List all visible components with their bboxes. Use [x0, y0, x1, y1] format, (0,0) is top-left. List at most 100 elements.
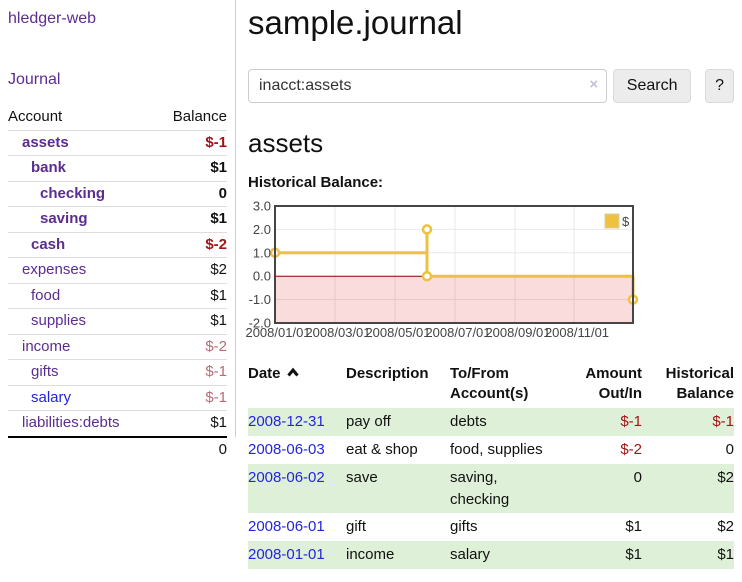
sidebar-account-bank[interactable]: bank — [31, 159, 67, 176]
transaction-description: income — [346, 546, 395, 564]
account-balance: $1 — [158, 282, 227, 309]
y-tick-label: 3.0 — [253, 199, 271, 214]
account-heading: assets — [248, 128, 324, 159]
search-button[interactable]: Search — [613, 69, 692, 104]
plot-border — [274, 205, 634, 325]
x-tick-label: 2008/11/01 — [545, 325, 609, 340]
sidebar-account-gifts[interactable]: gifts — [31, 363, 59, 380]
register-row: 2008-01-01 income salary $1 $1 — [248, 541, 734, 569]
legend-swatch-icon — [604, 213, 620, 229]
transaction-amount: $1 — [625, 518, 642, 536]
account-balance: $1 — [158, 410, 227, 437]
sidebar-account-food[interactable]: food — [31, 286, 61, 304]
transaction-balance: $2 — [717, 468, 734, 486]
transaction-balance: $-1 — [712, 413, 734, 431]
account-balance: $1 — [158, 206, 227, 232]
x-tick-label: 2008/09/01 — [485, 325, 550, 340]
register-row: 2008-12-31 pay off debts $-1 $-1 — [248, 408, 734, 437]
table-row: liabilities:debts $1 — [8, 410, 227, 437]
y-tick-label: -2.0 — [249, 316, 271, 331]
table-row: gifts $-1 — [8, 359, 227, 385]
x-tick-label: 2008/05/01 — [365, 325, 430, 340]
transaction-description: eat & shop — [346, 441, 418, 459]
transaction-amount: $-2 — [620, 441, 642, 459]
table-row: saving $1 — [8, 206, 227, 232]
y-tick-label: 0.0 — [253, 269, 271, 284]
transaction-description: gift — [346, 518, 367, 536]
app-title-link[interactable]: hledger-web — [8, 10, 97, 27]
register-header-accounts: To/From Account(s) — [450, 365, 529, 402]
account-balance: $1 — [158, 155, 227, 181]
account-balance: $-1 — [158, 384, 227, 411]
transaction-description: pay off — [346, 413, 391, 431]
sidebar-account-checking[interactable]: checking — [40, 184, 106, 202]
transaction-balance: 0 — [725, 441, 734, 459]
transaction-amount: $-1 — [620, 413, 642, 431]
transaction-date-link[interactable]: 2008-01-01 — [248, 546, 325, 564]
sidebar-account-assets[interactable]: assets — [22, 133, 69, 151]
register-row: 2008-06-01 gift gifts $1 $2 — [248, 513, 734, 541]
help-button[interactable]: ? — [705, 69, 734, 104]
sidebar-account-salary[interactable]: salary — [31, 388, 72, 406]
account-balance: $1 — [158, 308, 227, 334]
negative-region — [275, 276, 633, 324]
page-title: sample.journal — [248, 4, 463, 41]
transaction-amount: 0 — [633, 468, 642, 486]
transaction-balance: $2 — [717, 518, 734, 536]
y-tick-label: 1.0 — [253, 246, 271, 261]
x-tick-label: 2008/01/01 — [245, 325, 310, 340]
gridlines — [275, 206, 633, 324]
register-table: Date Description To/From Account(s) Amou… — [248, 362, 734, 569]
transaction-accounts: salary — [450, 546, 491, 564]
account-column-header: Account — [8, 108, 63, 125]
transaction-date-link[interactable]: 2008-12-31 — [248, 413, 325, 431]
transaction-accounts: gifts — [450, 518, 478, 536]
account-balance: 0 — [158, 180, 227, 207]
table-row: assets $-1 — [8, 129, 227, 156]
account-balance: $-1 — [158, 129, 227, 156]
table-row: checking 0 — [8, 180, 227, 207]
table-row: supplies $1 — [8, 308, 227, 334]
data-point — [421, 271, 433, 282]
transaction-accounts: debts — [450, 413, 487, 431]
total-balance: 0 — [158, 435, 227, 462]
sort-ascending-icon — [286, 368, 299, 377]
table-row: cash $-2 — [8, 231, 227, 258]
table-row: expenses $2 — [8, 257, 227, 283]
sidebar-account-income[interactable]: income — [22, 337, 71, 355]
transaction-date-link[interactable]: 2008-06-03 — [248, 441, 325, 459]
sidebar-account-cash[interactable]: cash — [31, 235, 66, 253]
sidebar-item-journal[interactable]: Journal — [8, 71, 61, 88]
clear-search-icon[interactable]: × — [589, 76, 599, 94]
search-input[interactable] — [248, 69, 608, 104]
sidebar-account-liabilities-debts[interactable]: liabilities:debts — [22, 414, 120, 431]
x-tick-label: 2008/07/01 — [425, 325, 490, 340]
transaction-date-link[interactable]: 2008-06-02 — [248, 468, 325, 486]
account-balance-table: Account Balance assets $-1 bank $1 check… — [8, 105, 227, 462]
transaction-accounts: saving, checking — [450, 468, 510, 508]
transaction-balance: $1 — [717, 546, 734, 564]
sidebar-account-supplies[interactable]: supplies — [31, 312, 87, 329]
transaction-accounts: food, supplies — [450, 441, 543, 459]
register-header-amount: Amount Out/In — [585, 365, 642, 402]
account-balance: $-1 — [158, 359, 227, 385]
register-header-balance: Historical Balance — [665, 365, 734, 402]
x-tick-label: 2008/03/01 — [305, 325, 370, 340]
sidebar-account-saving[interactable]: saving — [40, 210, 88, 227]
table-row: bank $1 — [8, 155, 227, 181]
data-point — [421, 224, 433, 236]
table-row: salary $-1 — [8, 384, 227, 411]
historical-balance-chart: $ 3.0 2.0 1.0 0.0 -1.0 -2.0 2008/01/01 2… — [245, 199, 639, 340]
table-row: food $1 — [8, 282, 227, 309]
legend-label: $ — [622, 214, 630, 229]
search-form: × Search ? — [248, 69, 734, 104]
sidebar-account-expenses[interactable]: expenses — [22, 261, 87, 278]
y-tick-label: -1.0 — [249, 293, 271, 308]
transaction-date-link[interactable]: 2008-06-01 — [248, 518, 325, 536]
register-header-description: Description — [346, 365, 429, 383]
account-balance: $2 — [158, 257, 227, 283]
chart-title: Historical Balance: — [248, 174, 384, 192]
register-header-date[interactable]: Date — [248, 362, 346, 408]
balance-column-header: Balance — [172, 108, 227, 125]
main-content: sample.journal × Search ? assets Histori… — [245, 0, 734, 569]
